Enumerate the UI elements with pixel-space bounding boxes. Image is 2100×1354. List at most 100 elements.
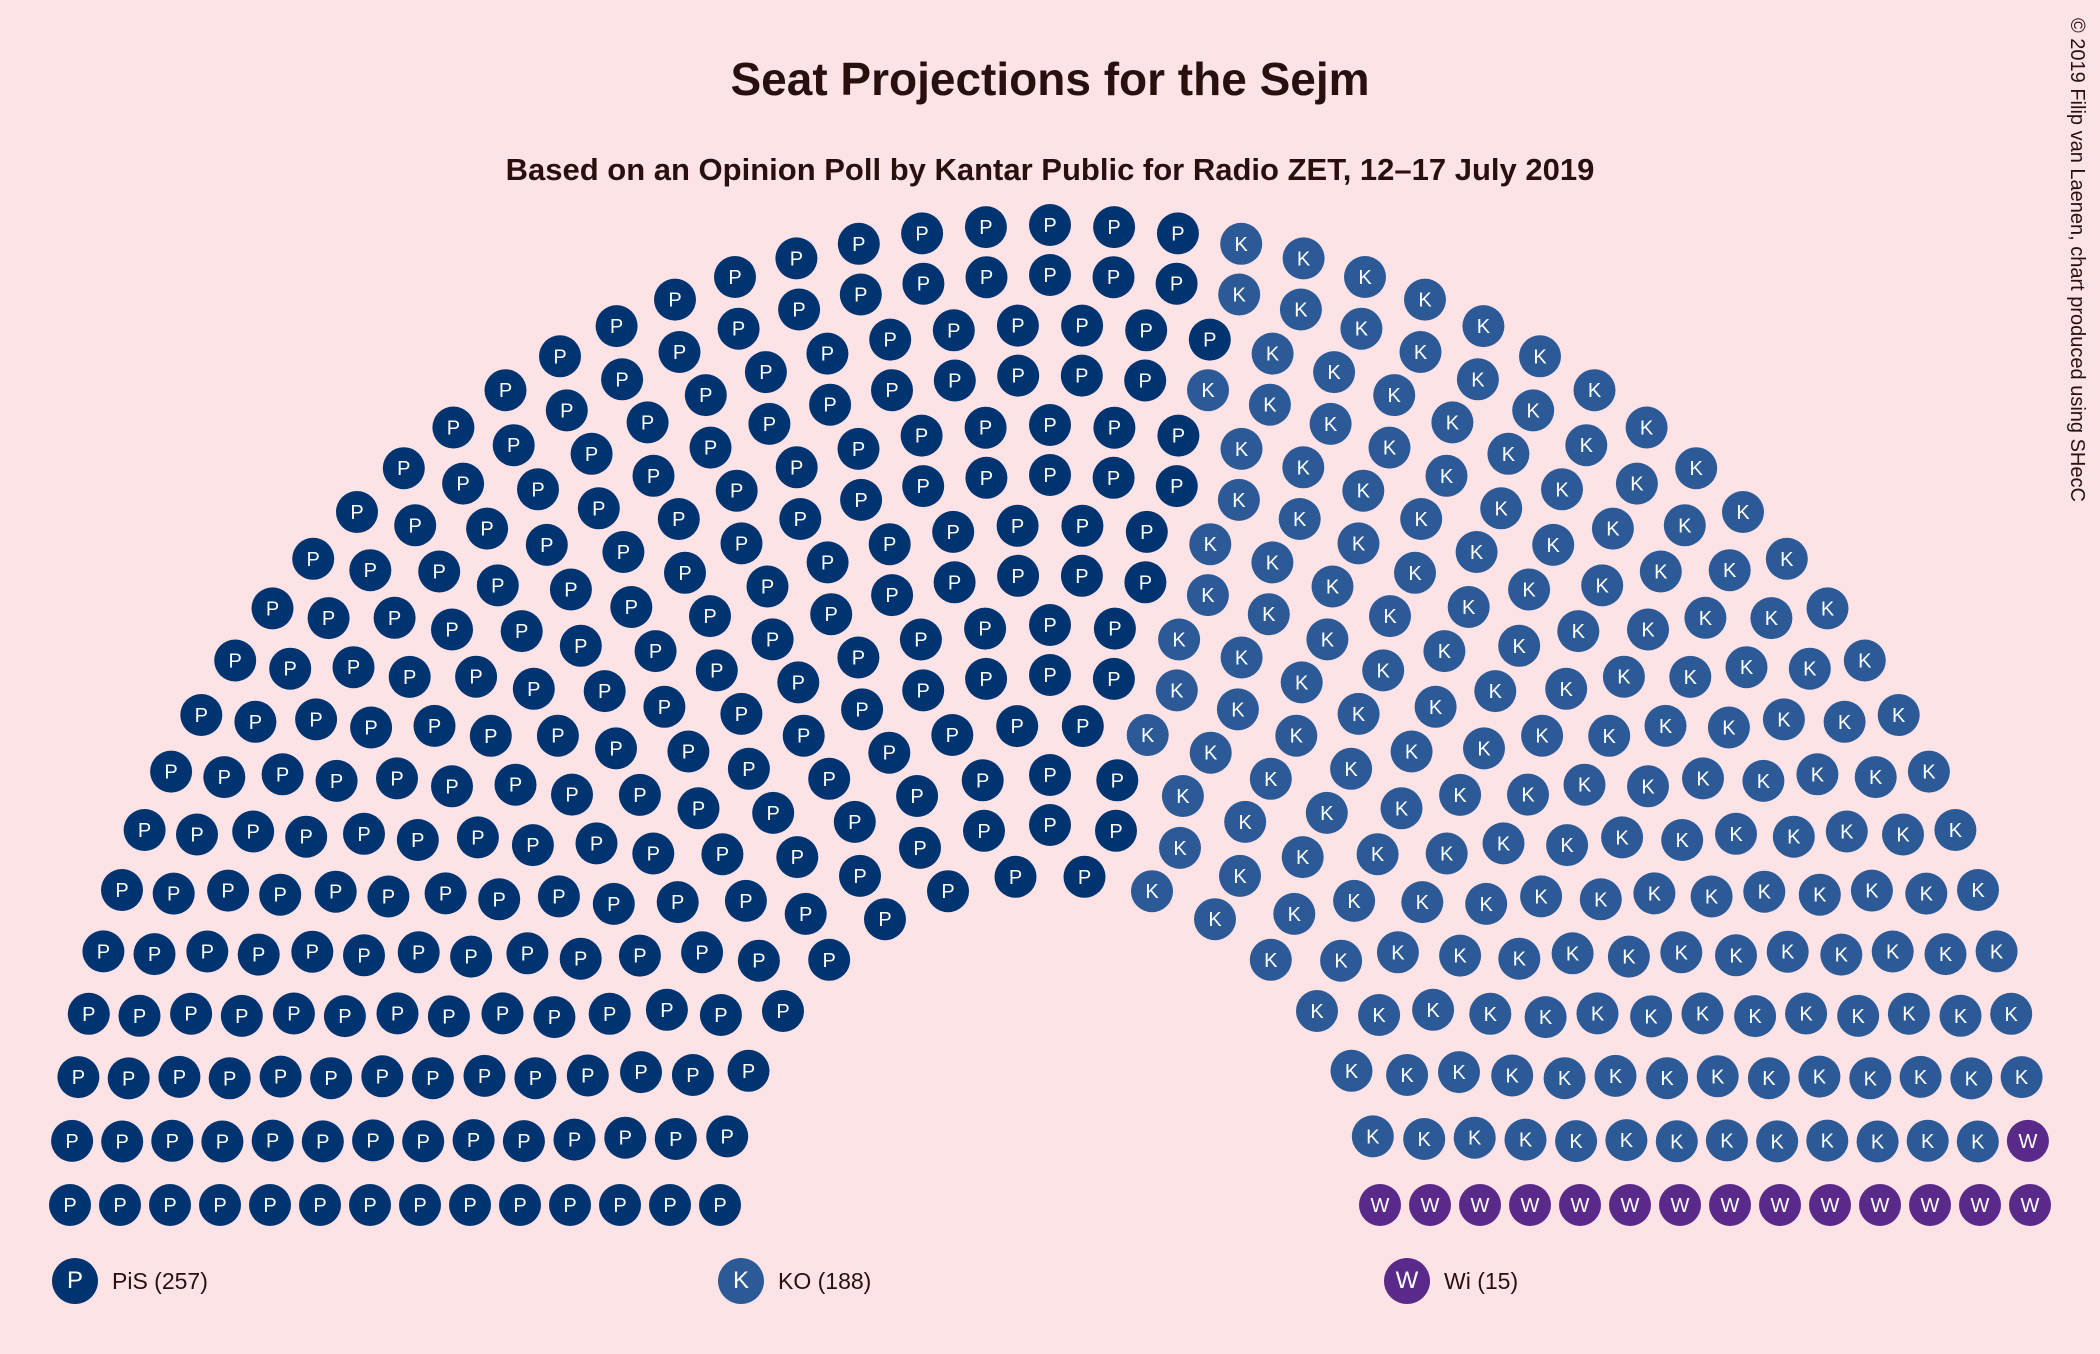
seat-letter: P	[848, 812, 861, 834]
seat-letter: K	[1231, 699, 1245, 721]
seat-pis: P	[1061, 304, 1104, 347]
seat-pis: P	[626, 401, 669, 444]
seat-letter: P	[615, 369, 628, 391]
seat-circle	[1376, 931, 1419, 974]
seat-letter: P	[274, 1067, 287, 1089]
seat-circle	[1462, 305, 1505, 348]
seat-letter: K	[1294, 300, 1308, 322]
seat-letter: K	[1208, 909, 1222, 931]
seat-letter: P	[467, 1130, 480, 1152]
seat-circle	[1159, 826, 1201, 869]
seat-letter: P	[509, 775, 522, 797]
seat-circle	[762, 990, 804, 1032]
seat-ko: K	[1871, 930, 1914, 973]
seat-pis: P	[170, 992, 213, 1035]
seat-pis: P	[677, 787, 720, 830]
seat-letter: K	[1358, 267, 1372, 289]
seat-letter: K	[1497, 833, 1511, 855]
seat-circle	[1519, 335, 1561, 378]
seat-ko: K	[1532, 523, 1575, 566]
seat-ko: K	[1661, 819, 1704, 861]
seat-letter: K	[1723, 560, 1737, 582]
seat-ko: K	[1453, 1116, 1496, 1159]
seat-ko: K	[1504, 1118, 1547, 1161]
seat-circle	[964, 406, 1007, 449]
seat-wi: W	[1809, 1184, 1851, 1226]
seat-circle	[376, 992, 419, 1035]
seat-circle	[871, 574, 914, 617]
seat-ko: K	[1882, 813, 1924, 856]
seat-letter: P	[148, 944, 161, 966]
seat-letter: K	[1235, 648, 1249, 670]
seat-circle	[133, 933, 176, 976]
seat-letter: K	[1383, 606, 1397, 628]
seat-ko: K	[1275, 714, 1318, 757]
seat-letter: P	[852, 439, 865, 461]
seat-circle	[1532, 523, 1575, 566]
seat-circle	[237, 933, 280, 976]
seat-circle	[382, 447, 425, 490]
seat-letter: K	[1758, 882, 1772, 904]
seat-letter: K	[1838, 712, 1852, 734]
seat-letter: P	[947, 522, 960, 544]
seat-circle	[684, 374, 727, 417]
seat-letter: K	[1201, 380, 1215, 402]
seat-circle	[1369, 595, 1411, 638]
seat-letter: W	[1921, 1195, 1940, 1217]
seat-letter: P	[274, 885, 287, 907]
seat-circle	[431, 608, 473, 651]
seat-ko: K	[1159, 826, 1201, 869]
seat-pis: P	[259, 873, 302, 916]
seat-letter: P	[761, 577, 774, 599]
seat-letter: P	[721, 1126, 734, 1148]
seat-letter: K	[2015, 1067, 2029, 1089]
seat-circle	[1907, 750, 1950, 793]
seat-circle	[208, 1057, 251, 1100]
seat-circle	[1491, 1054, 1534, 1097]
seat-letter: K	[1939, 944, 1953, 966]
seat-letter: P	[946, 725, 959, 747]
seat-ko: K	[1766, 930, 1809, 973]
seat-circle	[259, 1055, 302, 1098]
seat-letter: K	[1654, 562, 1668, 584]
seat-circle	[1029, 654, 1071, 696]
seat-pis: P	[350, 706, 393, 749]
seat-letter: P	[413, 1195, 426, 1217]
seat-letter: K	[1408, 563, 1422, 585]
seat-letter: K	[1676, 830, 1690, 852]
seat-ko: K	[1708, 549, 1751, 592]
seat-letter: P	[598, 681, 611, 703]
seat-circle	[295, 698, 338, 741]
seat-circle	[249, 1184, 291, 1226]
seat-letter: K	[1696, 768, 1710, 790]
seat-letter: K	[1310, 1001, 1324, 1023]
seat-ko: K	[1669, 655, 1712, 698]
seat-circle	[1715, 934, 1757, 977]
seat-letter: K	[1640, 418, 1654, 440]
seat-letter: P	[223, 1068, 236, 1090]
seat-pis: P	[492, 424, 535, 467]
seat-pis: P	[864, 898, 906, 941]
seat-ko: K	[1280, 661, 1323, 704]
seat-ko: K	[1519, 335, 1561, 378]
seat-letter: P	[1107, 217, 1120, 239]
legend-wi-label: Wi (15)	[1444, 1267, 1519, 1294]
seat-letter: P	[266, 598, 279, 620]
seat-pis: P	[307, 597, 350, 640]
seat-circle	[349, 549, 392, 592]
seat-circle	[868, 523, 911, 566]
seat-letter: P	[1009, 867, 1022, 889]
seat-letter: P	[491, 575, 504, 597]
seat-letter: P	[1139, 572, 1152, 594]
seat-circle	[1772, 815, 1815, 858]
seat-ko: K	[1480, 487, 1523, 530]
seat-pis: P	[1029, 604, 1071, 646]
seat-ko: K	[1660, 931, 1703, 974]
seat-ko: K	[1189, 731, 1232, 774]
seat-pis: P	[806, 541, 849, 584]
seat-ko: K	[1187, 369, 1229, 412]
seat-letter: K	[1799, 1004, 1813, 1026]
seat-pis: P	[720, 522, 763, 565]
seat-letter: K	[1327, 362, 1341, 384]
seat-circle	[1521, 714, 1564, 757]
